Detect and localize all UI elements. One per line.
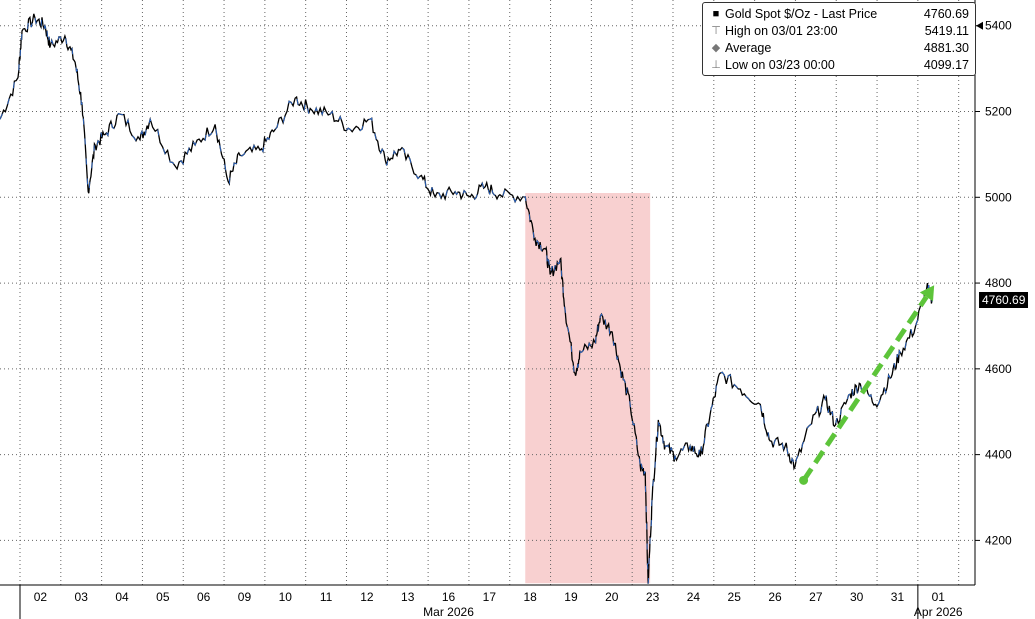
high-marker-pointer [976, 21, 983, 30]
x-tick-label: 05 [156, 590, 170, 604]
x-tick-label: 10 [279, 590, 293, 604]
x-tick-label: 01 [932, 590, 946, 604]
x-tick-label: 04 [115, 590, 129, 604]
x-tick-label: 27 [809, 590, 823, 604]
price-line-highlight [0, 13, 933, 584]
high-marker-icon: ⊤ [711, 25, 721, 37]
x-tick-label: 20 [605, 590, 619, 604]
x-tick-label: 03 [75, 590, 89, 604]
x-tick-label: 23 [646, 590, 660, 604]
trend-arrow-line [801, 295, 929, 482]
legend: ■ Gold Spot $/Oz - Last Price 4760.69 ⊤ Hig… [702, 2, 976, 76]
y-tick-label: 5200 [985, 105, 1012, 119]
legend-item-high: ⊤ High on 03/01 23:00 5419.11 [711, 23, 969, 39]
price-line [0, 13, 934, 584]
month-label: Mar 2026 [423, 605, 474, 619]
x-tick-label: 06 [197, 590, 211, 604]
average-marker-icon: ◆ [711, 42, 721, 54]
legend-item-last-price: ■ Gold Spot $/Oz - Last Price 4760.69 [713, 6, 969, 22]
x-tick-label: 11 [320, 590, 333, 604]
y-tick-label: 4800 [985, 276, 1012, 290]
x-tick-label: 25 [728, 590, 742, 604]
x-tick-label: 24 [687, 590, 701, 604]
x-tick-label: 31 [891, 590, 905, 604]
x-tick-label: 12 [360, 590, 374, 604]
black-square-icon: ■ [712, 8, 720, 20]
x-tick-label: 17 [483, 590, 497, 604]
x-tick-label: 26 [768, 590, 782, 604]
low-marker-icon: ⊥ [711, 59, 721, 71]
y-tick-label: 4600 [985, 362, 1012, 376]
legend-item-average: ◆ Average 4881.30 [712, 40, 969, 56]
legend-item-low: ⊥ Low on 03/23 00:00 4099.17 [711, 57, 969, 73]
shaded-selloff-region [525, 192, 651, 584]
x-tick-label: 16 [442, 590, 456, 604]
x-tick-label: 18 [523, 590, 537, 604]
x-tick-label: 13 [401, 590, 415, 604]
last-price-tag: 4760.69 [979, 292, 1029, 309]
x-tick-label: 02 [34, 590, 48, 604]
trend-arrow-head [919, 285, 935, 302]
month-label: Apr 2026 [914, 605, 963, 619]
y-tick-label: 5400 [985, 19, 1012, 33]
x-tick-label: 09 [238, 590, 252, 604]
x-tick-label: 19 [564, 590, 578, 604]
x-tick-label: 30 [850, 590, 864, 604]
y-tick-label: 5000 [985, 190, 1012, 204]
y-tick-label: 4200 [985, 533, 1012, 547]
y-tick-label: 4400 [985, 448, 1012, 462]
